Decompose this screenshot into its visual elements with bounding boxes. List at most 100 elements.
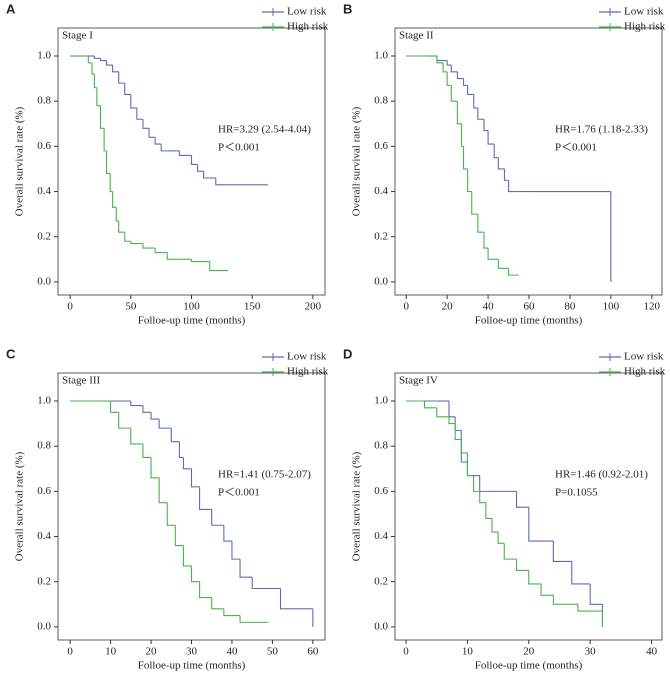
survival-step <box>528 507 554 542</box>
annotation: P＜0.001 <box>218 142 260 154</box>
survival-step <box>150 457 160 479</box>
survival-step <box>462 78 468 86</box>
y-tick-label: 1.0 <box>374 50 388 62</box>
survival-step <box>467 168 472 193</box>
x-tick-label: 60 <box>307 646 319 658</box>
x-tick-label: 80 <box>564 301 576 313</box>
survival-step <box>124 83 131 95</box>
legend-label: Low risk <box>287 6 327 18</box>
y-tick-label: 0.2 <box>374 575 388 587</box>
survival-step <box>450 65 458 73</box>
legend-label: High risk <box>287 21 329 33</box>
survival-step <box>483 232 489 249</box>
x-axis-label: Folloe-up time (months) <box>138 315 246 327</box>
survival-step <box>154 248 168 254</box>
survival-step <box>467 85 474 95</box>
survival-step <box>166 252 180 260</box>
y-axis-label: Overall survival rate (%) <box>351 451 363 561</box>
survival-step <box>508 180 513 193</box>
survival-step <box>223 608 241 617</box>
y-tick-label: 0.8 <box>374 95 388 107</box>
plot-frame <box>57 372 326 641</box>
survival-step <box>105 60 113 66</box>
survival-step <box>552 541 572 562</box>
legend-label: High risk <box>624 366 666 378</box>
survival-step <box>462 146 468 170</box>
survival-step <box>477 107 484 120</box>
survival-step <box>239 615 269 623</box>
legend-label: High risk <box>287 366 329 378</box>
x-tick-label: 120 <box>644 301 661 313</box>
survival-step <box>96 87 101 107</box>
survival-step <box>160 144 168 152</box>
y-tick-label: 0.6 <box>37 140 51 152</box>
survival-step <box>497 259 509 269</box>
survival-step <box>508 268 519 276</box>
stage-label: Stage II <box>399 30 434 42</box>
y-tick-label: 1.0 <box>37 395 51 407</box>
y-axis-label: Overall survival rate (%) <box>351 106 363 216</box>
x-tick-label: 30 <box>186 646 198 658</box>
panel-letter: A <box>6 1 16 16</box>
survival-step <box>540 583 554 596</box>
survival-step <box>118 412 131 429</box>
y-tick-label: 0.4 <box>37 185 51 197</box>
x-tick-label: 0 <box>404 301 410 313</box>
survival-step <box>231 541 241 560</box>
survival-step <box>99 105 105 129</box>
survival-step <box>158 477 168 504</box>
x-axis-label: Folloe-up time (months) <box>138 660 246 672</box>
y-tick-label: 1.0 <box>374 395 388 407</box>
survival-step <box>190 155 198 165</box>
legend-label: Low risk <box>624 6 664 18</box>
survival-step <box>497 532 505 544</box>
y-tick-label: 0.0 <box>37 275 51 287</box>
survival-step <box>154 137 162 145</box>
x-axis-label: Folloe-up time (months) <box>475 660 583 672</box>
survival-step <box>142 443 152 459</box>
survival-step <box>279 588 313 610</box>
survival-step <box>454 416 462 431</box>
x-tick-label: 60 <box>524 301 536 313</box>
x-tick-label: 200 <box>305 301 322 313</box>
survival-step <box>110 401 119 413</box>
survival-step <box>239 559 253 578</box>
x-tick-label: 40 <box>226 646 238 658</box>
survival-step <box>91 62 95 75</box>
survival-step <box>466 462 480 477</box>
x-tick-label: 20 <box>523 646 535 658</box>
y-axis-label: Overall survival rate (%) <box>14 106 26 216</box>
stage-label: Stage I <box>62 30 93 42</box>
y-tick-label: 0.8 <box>37 95 51 107</box>
annotation: HR=1.46 (0.92-2.01) <box>555 469 648 481</box>
y-tick-label: 0.8 <box>37 440 51 452</box>
survival-step <box>105 150 111 175</box>
y-tick-label: 0.6 <box>37 485 51 497</box>
survival-step <box>103 128 107 152</box>
survival-step <box>174 525 184 547</box>
survival-step <box>166 502 176 526</box>
survival-step <box>483 119 489 132</box>
panel-letter: C <box>6 346 16 361</box>
y-tick-label: 0.4 <box>374 530 388 542</box>
x-tick-label: 10 <box>462 646 474 658</box>
survival-step <box>577 604 597 612</box>
survival-step <box>497 157 505 170</box>
survival-step <box>442 62 448 73</box>
y-tick-label: 0.6 <box>374 485 388 497</box>
survival-step <box>178 441 184 459</box>
survival-step <box>118 220 125 233</box>
survival-step <box>182 545 192 567</box>
survival-step <box>466 452 474 477</box>
survival-step <box>211 597 224 610</box>
survival-step <box>136 107 143 120</box>
y-tick-label: 0.4 <box>37 530 51 542</box>
survival-step <box>142 405 152 413</box>
survival-step <box>251 577 273 590</box>
survival-step <box>503 543 517 560</box>
survival-step <box>170 428 180 443</box>
survival-step <box>479 475 517 492</box>
y-tick-label: 0.0 <box>374 620 388 632</box>
y-tick-label: 0.2 <box>374 230 388 242</box>
survival-step <box>211 509 224 526</box>
